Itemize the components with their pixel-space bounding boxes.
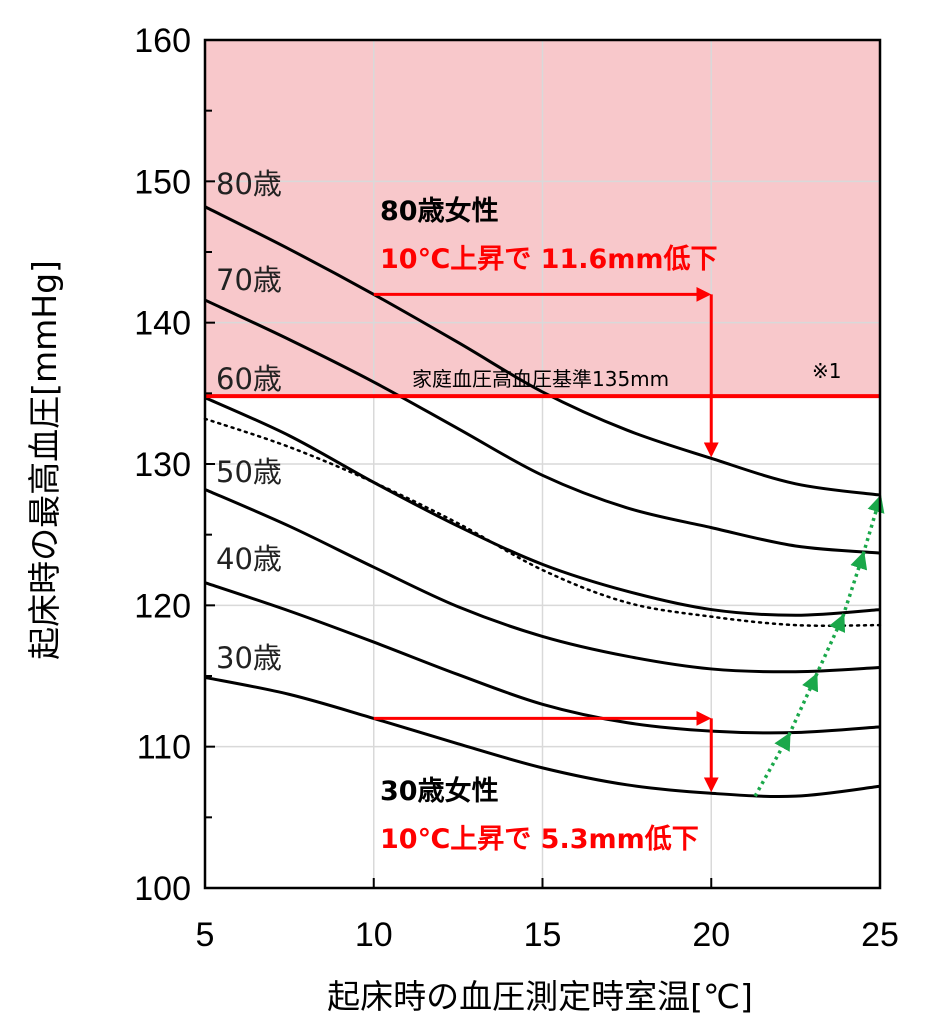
- y-tick-label: 160: [134, 22, 191, 60]
- y-tick-label: 100: [134, 870, 191, 908]
- age-label: 40歳: [216, 542, 282, 576]
- trend-arrow: [841, 551, 868, 618]
- series-line: [203, 417, 882, 627]
- y-tick-label: 110: [137, 729, 191, 767]
- trend-arrow: [787, 672, 819, 737]
- gridlines: [205, 40, 880, 888]
- annotation-title: 80歳女性: [380, 195, 499, 227]
- threshold-label: 家庭血圧高血圧基準135mm: [412, 367, 669, 391]
- age-label: 70歳: [216, 263, 282, 297]
- y-tick-label: 150: [134, 163, 191, 201]
- x-tick-label: 5: [196, 916, 215, 954]
- age-label: 80歳: [216, 167, 282, 201]
- age-label: 50歳: [216, 455, 282, 489]
- series-line: [204, 298, 881, 555]
- age-label: 60歳: [216, 362, 282, 396]
- age-curves: [203, 205, 882, 798]
- trend-arrow: [753, 732, 791, 797]
- y-tick-label: 130: [134, 446, 191, 484]
- x-tick-label: 20: [692, 916, 730, 954]
- trend-arrow: [861, 494, 885, 555]
- series-line: [204, 675, 881, 798]
- age-label: 30歳: [216, 641, 282, 675]
- y-tick-label: 120: [134, 587, 191, 625]
- axis-ticks: 5 10 15 20 25 100 110 120 130 140 150 160: [134, 22, 899, 954]
- annotation-arrows: [373, 286, 885, 797]
- annotation-detail: 10℃上昇で 11.6mm低下: [380, 244, 718, 275]
- threshold-footnote: ※1: [812, 359, 841, 383]
- y-tick-label: 140: [134, 305, 191, 343]
- series-line: [204, 488, 881, 674]
- series-line: [204, 396, 881, 617]
- annotation-title: 30歳女性: [380, 775, 499, 807]
- series-line: [204, 205, 881, 497]
- chart-labels: 80歳 70歳 60歳 50歳 40歳 30歳 家庭血圧高血圧基準135mm ※1 80歳女性 1…: [216, 167, 841, 855]
- x-tick-label: 10: [355, 916, 393, 954]
- x-tick-label: 15: [524, 916, 562, 954]
- x-axis-title: 起床時の血圧測定時室温[℃]: [327, 977, 753, 1016]
- y-axis-title: 起床時の最高血圧[mmHg]: [25, 260, 64, 660]
- annotation-detail: 10℃上昇で 5.3mm低下: [380, 824, 699, 855]
- x-tick-label: 25: [861, 916, 899, 954]
- series-line: [204, 581, 881, 735]
